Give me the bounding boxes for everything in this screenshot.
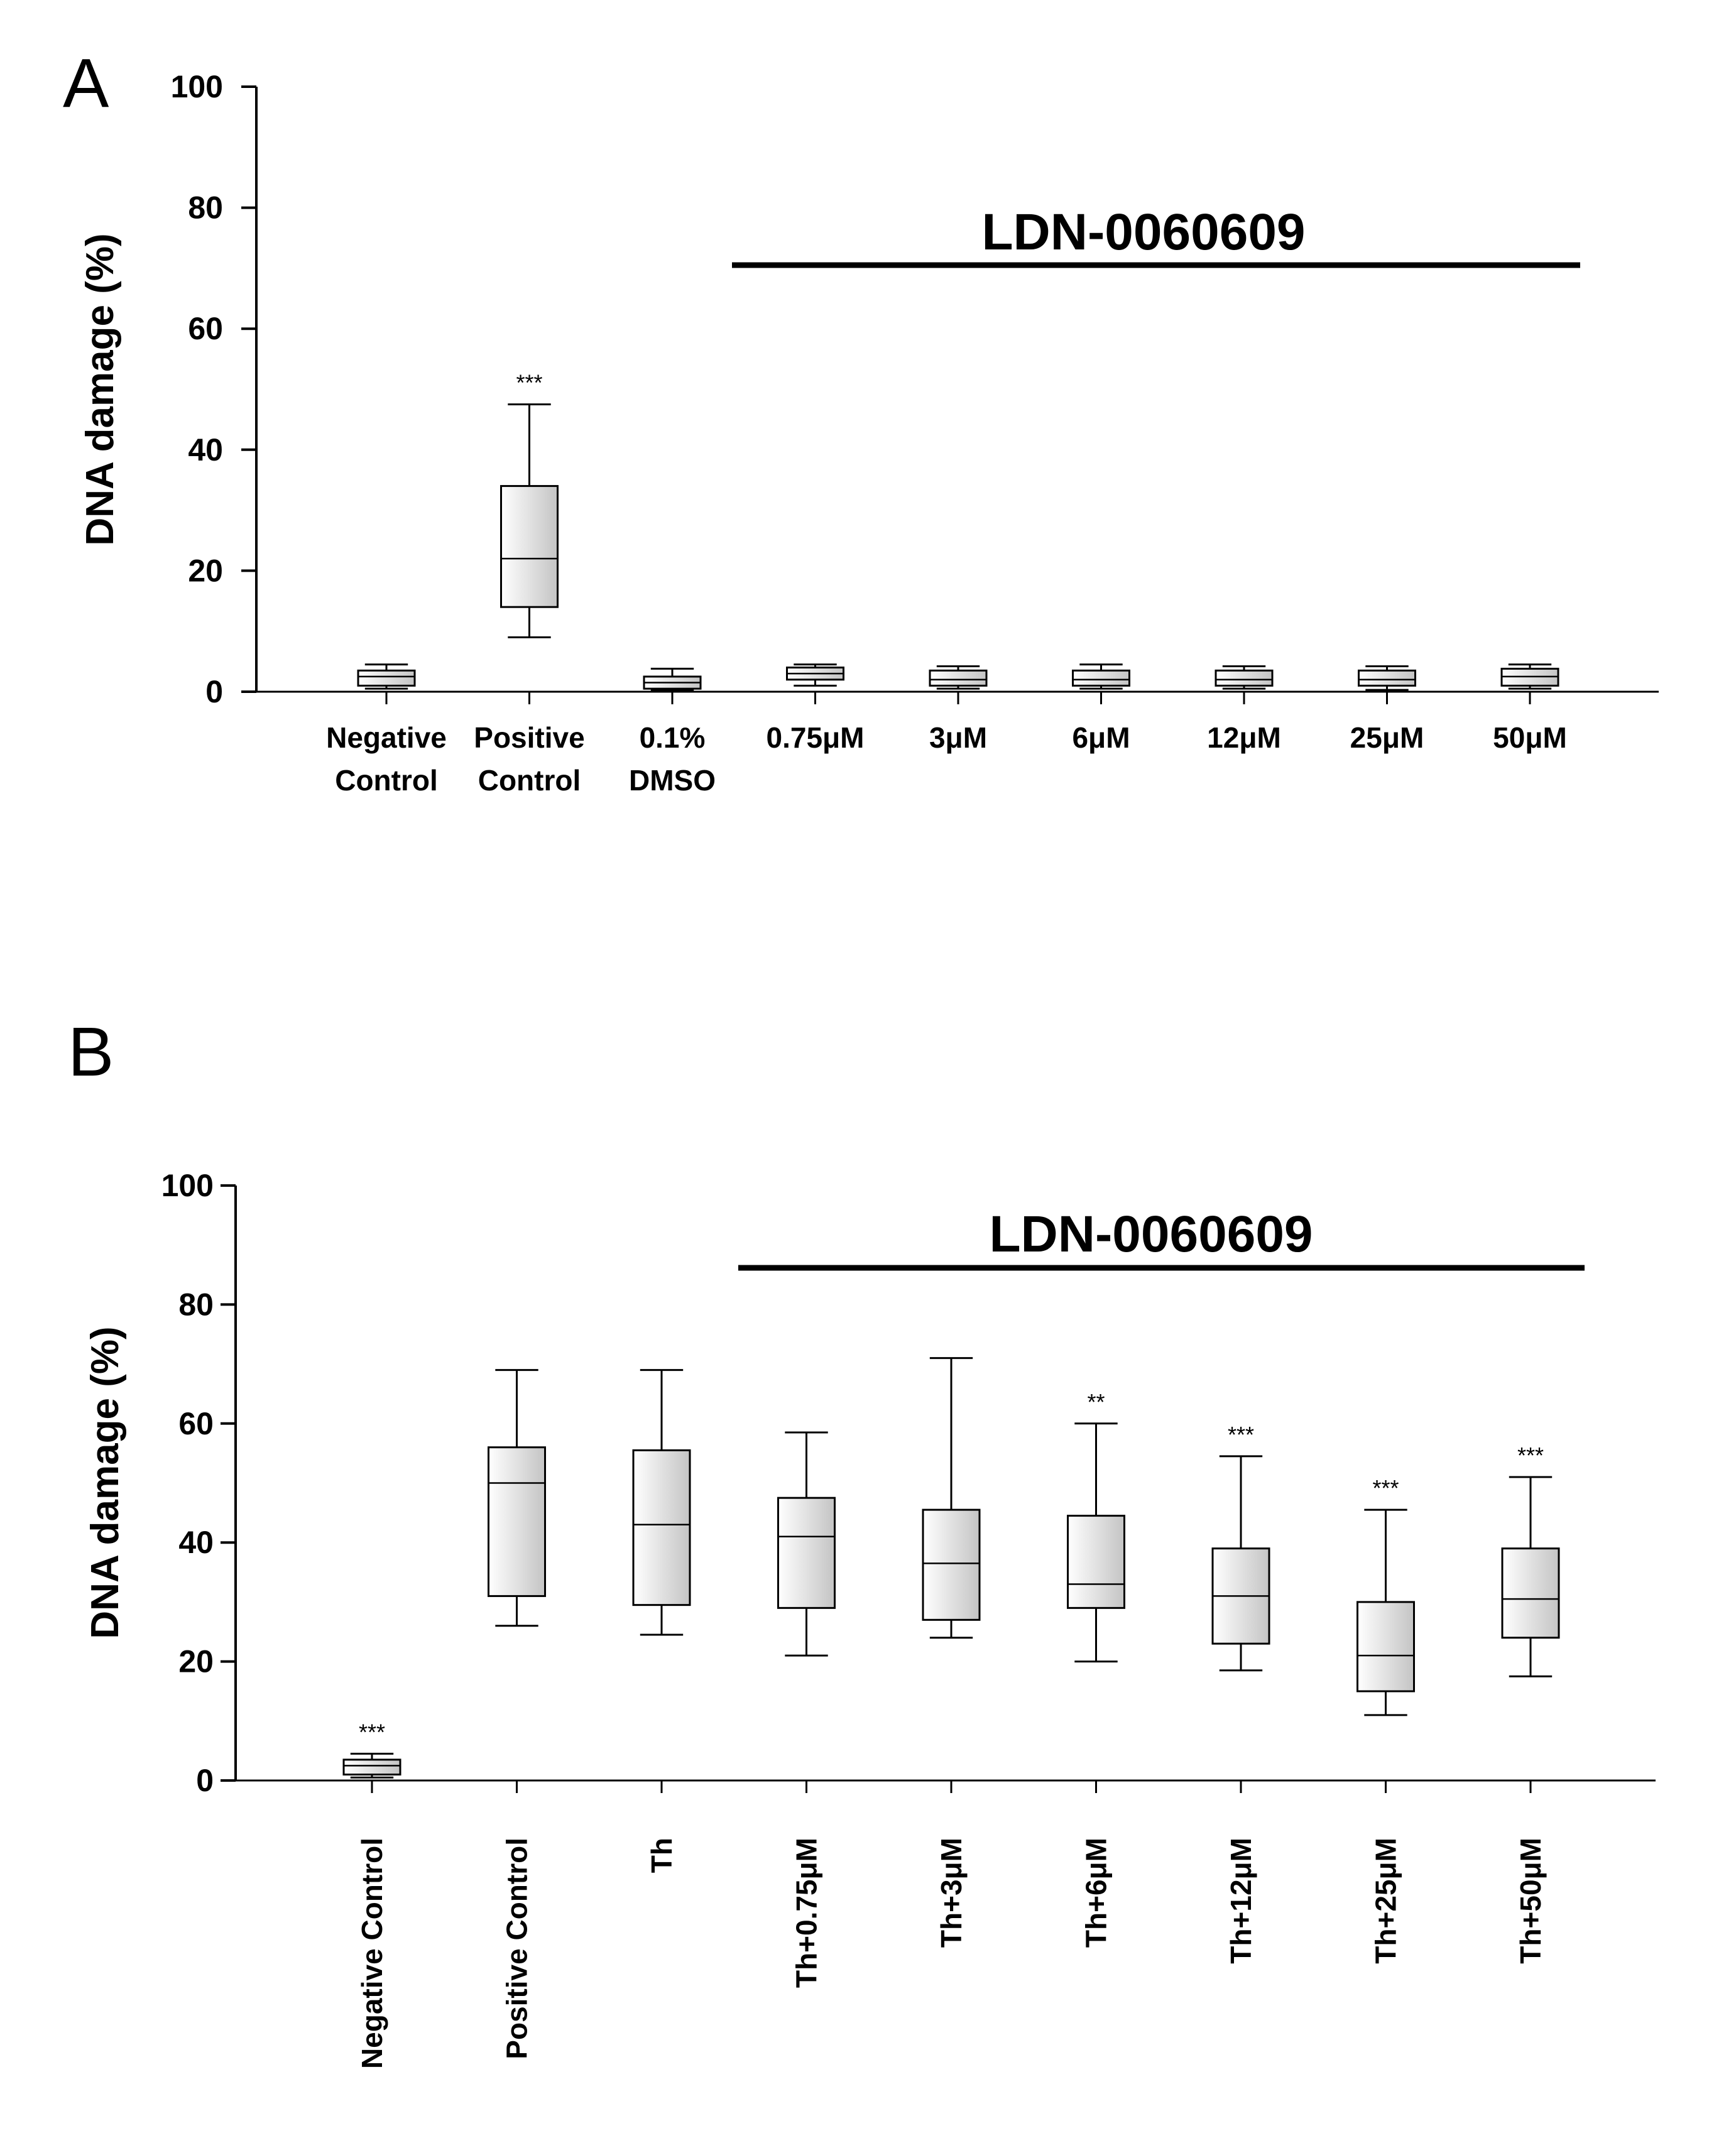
- panel-a: A 0 20 40 60 80 100 DNA damage (%) LDN-0060609 Ne…: [63, 45, 1659, 797]
- category-label: Positive: [474, 721, 584, 754]
- y-tick-label: 0: [196, 1763, 214, 1798]
- panel-b: B 0 20 40 60 80 100 DNA damage (%) LDN-0060609 **…: [68, 1013, 1656, 2069]
- box-iqr: [922, 1508, 981, 1621]
- category-label: Control: [335, 764, 438, 797]
- panel-label: A: [63, 45, 109, 122]
- y-tick-label: 60: [178, 1406, 214, 1441]
- category-label: 25μM: [1350, 721, 1424, 754]
- box-plot: [1500, 663, 1559, 704]
- category-label: Th+12μM: [1225, 1838, 1257, 1964]
- y-tick-label: 40: [178, 1525, 214, 1560]
- box-plot: ***: [500, 370, 559, 704]
- box-iqr: [488, 1446, 546, 1597]
- category-label: 12μM: [1207, 721, 1281, 754]
- treatment-bracket-label: LDN-0060609: [981, 204, 1305, 261]
- category-label: Th+0.75μM: [790, 1838, 823, 1988]
- box-plot: [1358, 665, 1416, 704]
- box-iqr: [1072, 669, 1130, 687]
- category-label: 0.1%: [640, 721, 706, 754]
- category-label: Negative Control: [356, 1838, 388, 2069]
- panel-label: B: [68, 1013, 114, 1091]
- box-plot: [922, 1357, 981, 1793]
- category-label: 6μM: [1072, 721, 1130, 754]
- box-iqr: [1067, 1515, 1125, 1609]
- box-plot: ***: [1501, 1442, 1560, 1793]
- y-tick-label: 80: [188, 190, 223, 226]
- box-iqr: [1357, 1601, 1415, 1693]
- y-tick-label: 80: [178, 1287, 214, 1322]
- box-plot: [632, 1369, 691, 1793]
- category-label: 0.75μM: [767, 721, 865, 754]
- category-label: DMSO: [629, 764, 716, 797]
- box-iqr: [1501, 1547, 1560, 1639]
- significance-marker: ***: [1372, 1475, 1399, 1501]
- box-plot: ***: [1357, 1475, 1415, 1793]
- category-label: Th+50μM: [1514, 1838, 1547, 1964]
- box-plot: [488, 1369, 546, 1793]
- significance-marker: **: [1087, 1389, 1105, 1415]
- box-iqr: [777, 1497, 836, 1609]
- box-plot: [1215, 665, 1274, 704]
- treatment-bracket-label: LDN-0060609: [989, 1206, 1313, 1263]
- box-plot: [357, 663, 416, 704]
- box-iqr: [632, 1449, 691, 1606]
- box-iqr: [1358, 669, 1416, 687]
- category-label: Th+3μM: [935, 1838, 968, 1948]
- y-tick-label: 40: [188, 432, 223, 467]
- box-iqr: [342, 1759, 401, 1776]
- category-label: 3μM: [929, 721, 987, 754]
- y-tick-label: 0: [205, 674, 223, 709]
- box-plot: [786, 663, 844, 704]
- significance-marker: ***: [359, 1719, 385, 1745]
- box-iqr: [500, 485, 559, 608]
- box-iqr: [357, 669, 416, 687]
- significance-marker: ***: [1228, 1422, 1254, 1448]
- category-label: 50μM: [1493, 721, 1567, 754]
- box-plot: [929, 665, 988, 704]
- significance-marker: ***: [1517, 1442, 1544, 1468]
- box-iqr: [1215, 669, 1274, 687]
- y-tick-label: 100: [171, 69, 223, 104]
- category-label: Th: [645, 1838, 678, 1873]
- box-plot: **: [1067, 1389, 1125, 1793]
- y-tick-label: 60: [188, 311, 223, 346]
- box-plot: ***: [342, 1719, 401, 1793]
- y-axis-title: DNA damage (%): [79, 233, 122, 545]
- category-label: Th+6μM: [1080, 1838, 1113, 1948]
- box-plot: [643, 667, 702, 704]
- y-tick-label: 100: [161, 1168, 214, 1203]
- category-label: Positive Control: [501, 1838, 533, 2059]
- y-tick-label: 20: [188, 553, 223, 588]
- box-plot: [1072, 663, 1130, 704]
- box-plot: ***: [1211, 1422, 1270, 1793]
- box-plot: [777, 1431, 836, 1793]
- category-label: Control: [478, 764, 581, 797]
- y-axis-title: DNA damage (%): [84, 1326, 127, 1639]
- box-iqr: [929, 669, 988, 687]
- significance-marker: ***: [516, 370, 542, 396]
- category-label: Th+25μM: [1370, 1838, 1402, 1964]
- category-label: Negative: [326, 721, 447, 754]
- y-tick-label: 20: [178, 1644, 214, 1679]
